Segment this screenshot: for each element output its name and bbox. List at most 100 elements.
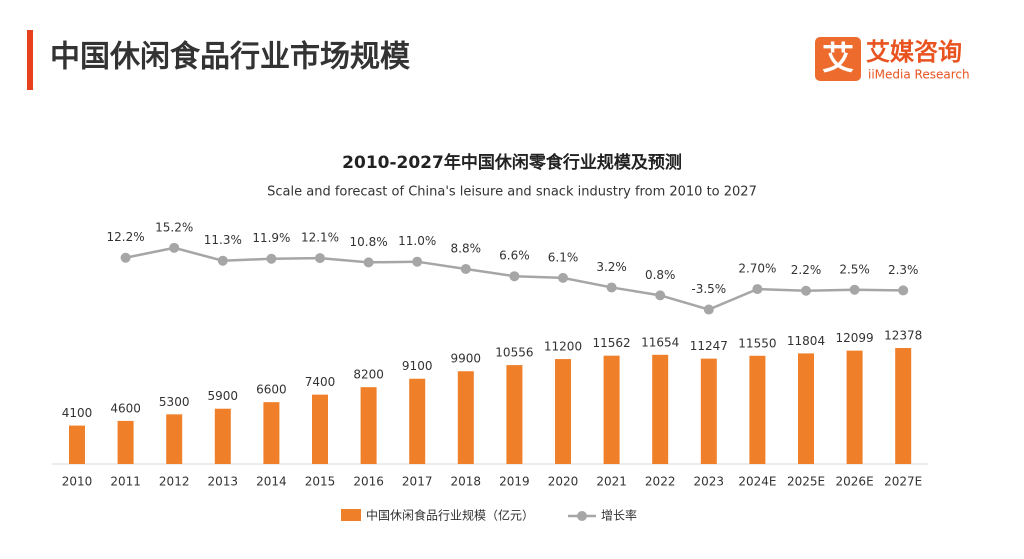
growth-label: 10.8% bbox=[350, 235, 388, 249]
growth-point bbox=[217, 255, 228, 266]
title-accent bbox=[27, 30, 33, 90]
growth-label: -3.5% bbox=[691, 282, 726, 296]
chart-subtitle: Scale and forecast of China's leisure an… bbox=[267, 185, 757, 200]
x-tick-label: 2027E bbox=[884, 475, 922, 489]
logo-mark: 艾 bbox=[822, 39, 854, 77]
bar-label: 9100 bbox=[402, 359, 433, 373]
x-tick-label: 2014 bbox=[256, 475, 287, 489]
growth-point bbox=[315, 253, 325, 264]
bar bbox=[798, 353, 814, 464]
logo-name: 艾媒咨询 bbox=[866, 38, 962, 66]
bar bbox=[117, 420, 134, 464]
bar bbox=[652, 354, 669, 464]
bar-label: 8200 bbox=[353, 368, 384, 382]
bar bbox=[69, 425, 85, 464]
growth-label: 6.6% bbox=[499, 249, 530, 263]
bar-label: 11562 bbox=[593, 336, 631, 350]
x-tick-label: 2018 bbox=[451, 475, 482, 489]
growth-point bbox=[460, 263, 471, 274]
x-tick-label: 2021 bbox=[596, 475, 627, 489]
x-tick-label: 2017 bbox=[402, 475, 433, 489]
bar-label: 7400 bbox=[305, 375, 336, 389]
bar bbox=[312, 394, 328, 464]
growth-point bbox=[363, 257, 374, 268]
x-tick-label: 2012 bbox=[159, 475, 190, 489]
bar-label: 4100 bbox=[62, 406, 93, 420]
logo-sub: iiMedia Research bbox=[868, 68, 970, 82]
x-tick-label: 2015 bbox=[305, 475, 336, 489]
bar bbox=[263, 402, 280, 464]
growth-point bbox=[509, 271, 520, 282]
x-tick-label: 2025E bbox=[787, 475, 825, 489]
growth-label: 8.8% bbox=[451, 241, 482, 255]
growth-label: 2.70% bbox=[738, 262, 776, 276]
growth-label: 11.9% bbox=[252, 231, 290, 245]
x-tick-label: 2013 bbox=[208, 475, 239, 489]
bar-label: 11804 bbox=[787, 334, 825, 348]
x-tick-label: 2022 bbox=[645, 475, 676, 489]
x-tick-label: 2010 bbox=[62, 475, 93, 489]
growth-point bbox=[801, 285, 811, 296]
bar bbox=[749, 355, 766, 464]
growth-label: 2.5% bbox=[839, 262, 870, 276]
bar bbox=[166, 414, 183, 464]
growth-point bbox=[898, 285, 909, 296]
growth-point bbox=[655, 290, 666, 301]
bar-label: 4600 bbox=[110, 401, 141, 415]
bar-label: 5300 bbox=[159, 395, 190, 409]
growth-label: 6.1% bbox=[548, 250, 579, 264]
logo-mark-bg bbox=[815, 37, 861, 81]
x-tick-label: 2011 bbox=[110, 475, 141, 489]
bar-label: 11247 bbox=[690, 339, 728, 353]
growth-label: 12.2% bbox=[107, 230, 145, 244]
bar-label: 5900 bbox=[208, 389, 239, 403]
bar bbox=[409, 378, 426, 464]
growth-point bbox=[412, 256, 423, 267]
bar-label: 11550 bbox=[738, 336, 776, 350]
growth-point bbox=[752, 284, 763, 295]
legend-swatch bbox=[577, 511, 587, 521]
x-tick-label: 2016 bbox=[353, 475, 384, 489]
x-tick-label: 2019 bbox=[499, 475, 530, 489]
bar bbox=[360, 387, 377, 464]
growth-label: 0.8% bbox=[645, 268, 676, 282]
x-tick-label: 2023 bbox=[694, 475, 725, 489]
growth-label: 15.2% bbox=[155, 220, 193, 234]
growth-point bbox=[703, 304, 714, 315]
bar-label: 6600 bbox=[256, 383, 287, 397]
bar bbox=[846, 350, 863, 464]
bar bbox=[457, 371, 474, 464]
bar bbox=[214, 408, 231, 464]
legend-swatch bbox=[341, 509, 361, 521]
growth-point bbox=[558, 272, 568, 283]
x-tick-label: 2020 bbox=[548, 475, 579, 489]
growth-point bbox=[849, 284, 860, 295]
bar bbox=[895, 348, 912, 464]
page-title: 中国休闲食品行业市场规模 bbox=[50, 40, 410, 75]
bar bbox=[555, 359, 571, 464]
bar-label: 9900 bbox=[451, 352, 482, 366]
chart-title: 2010-2027年中国休闲零食行业规模及预测 bbox=[342, 152, 682, 173]
growth-point bbox=[266, 253, 277, 264]
x-tick-label: 2026E bbox=[836, 475, 874, 489]
bar bbox=[506, 365, 523, 464]
growth-label: 3.2% bbox=[596, 260, 627, 274]
growth-point bbox=[606, 282, 617, 293]
growth-label: 2.2% bbox=[791, 263, 822, 277]
growth-label: 12.1% bbox=[301, 231, 339, 245]
legend-label: 中国休闲食品行业规模（亿元） bbox=[366, 508, 534, 523]
growth-label: 11.0% bbox=[398, 234, 436, 248]
x-tick-label: 2024E bbox=[738, 475, 776, 489]
bar-label: 12099 bbox=[836, 331, 874, 345]
bar-label: 12378 bbox=[884, 329, 922, 343]
growth-point bbox=[169, 242, 180, 253]
growth-label: 2.3% bbox=[888, 263, 919, 277]
bar-label: 11200 bbox=[544, 340, 582, 354]
bar-label: 10556 bbox=[495, 346, 533, 360]
growth-point bbox=[120, 252, 131, 263]
legend-label: 增长率 bbox=[601, 508, 637, 523]
bar bbox=[603, 355, 620, 464]
growth-label: 11.3% bbox=[204, 233, 242, 247]
bar bbox=[700, 358, 717, 464]
